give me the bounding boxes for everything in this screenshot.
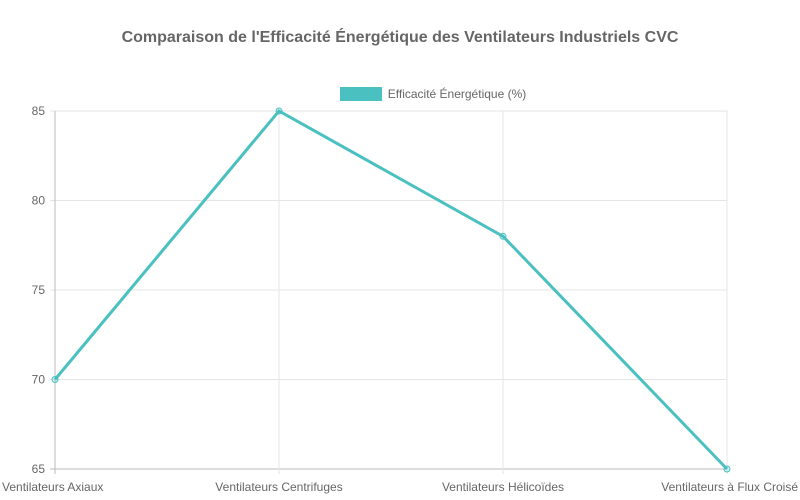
data-points (51, 107, 731, 473)
y-tick-label: 85 (32, 104, 46, 118)
y-tick-label: 75 (32, 283, 46, 297)
legend-swatch (339, 87, 382, 101)
data-point[interactable] (51, 376, 59, 383)
y-tick-label: 65 (32, 462, 46, 476)
x-tick-label: Ventilateurs Hélicoïdes (442, 480, 564, 494)
legend[interactable]: Efficacité Énergétique (%) (0, 87, 800, 101)
x-tick-label: Ventilateurs Centrifuges (215, 480, 342, 494)
x-axis: Ventilateurs Axiaux Ventilateurs Centrifu… (2, 480, 798, 494)
x-tick-label: Ventilateurs à Flux Croisé (661, 480, 798, 494)
y-tick-label: 70 (32, 373, 46, 387)
gridlines (50, 110, 728, 474)
data-line (53, 109, 729, 471)
y-axis: 85 80 75 70 65 (32, 104, 46, 476)
chart-title: Comparaison de l'Efficacité Énergétique … (121, 29, 679, 46)
data-point[interactable] (723, 465, 731, 473)
x-tick-label: Ventilateurs Axiaux (2, 480, 103, 494)
data-point[interactable] (499, 232, 507, 240)
data-point[interactable] (275, 107, 283, 115)
legend-label: Efficacité Énergétique (%) (387, 87, 527, 101)
y-tick-label: 80 (32, 194, 46, 208)
